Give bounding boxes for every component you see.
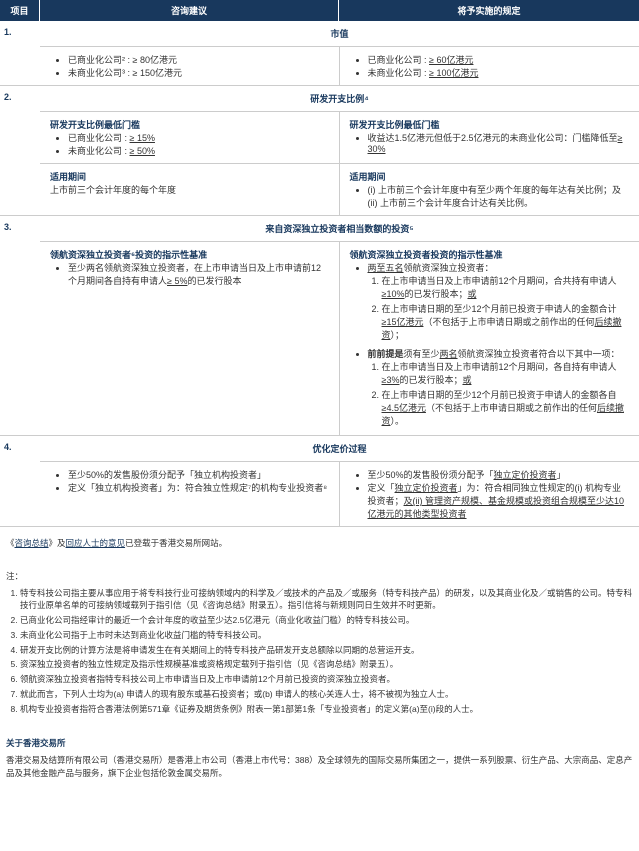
footnote: 就此而言，下列人士均为(a) 申请人的现有股东或基石投资者；或(b) 申请人的核… (20, 688, 633, 701)
list-item: 已商业化公司² : ≥ 80亿港元 (68, 53, 329, 66)
row1-left: 已商业化公司² : ≥ 80亿港元 未商业化公司³ : ≥ 150亿港元 (40, 47, 340, 85)
header-implement: 将予实施的规定 (339, 0, 639, 21)
list-item: 定义「独立机构投资者」为：符合独立性规定⁷的机构专业投资者⁸ (68, 481, 329, 494)
list-item: 已商业化公司 : ≥ 15% (68, 131, 329, 144)
footnote: 特专科技公司指主要从事应用于将专科技行业可接纳领域内的科学及／或技术的产品及／或… (20, 587, 633, 613)
list-item: 收益达1.5亿港元但低于2.5亿港元的未商业化公司：门槛降低至≥ 30% (368, 131, 630, 154)
row4-right: 至少50%的发售股份须分配予「独立定价投资者」 定义「独立定价投资者」为：符合相… (340, 462, 639, 526)
row2-p1-right: 研发开支比例最低门槛 收益达1.5亿港元但低于2.5亿港元的未商业化公司：门槛降… (340, 112, 639, 163)
row-1: 1. 市值 已商业化公司² : ≥ 80亿港元 未商业化公司³ : ≥ 150亿… (0, 21, 639, 86)
subheading: 适用期间 (50, 170, 329, 183)
list-item: 已商业化公司 : ≥ 60亿港元 (368, 53, 630, 66)
row-4: 4. 优化定价过程 至少50%的发售股份须分配予「独立机构投资者」 定义「独立机… (0, 436, 639, 527)
list-item: (i) 上市前三个会计年度中有至少两个年度的每年达有关比例；及 (ii) 上市前… (368, 183, 630, 209)
row-3: 3. 来自资深独立投资者相当数额的投资⁵ 领航资深独立投资者⁶投资的指示性基准 … (0, 216, 639, 436)
row3-left: 领航资深独立投资者⁶投资的指示性基准 至少两名领航资深独立投资者，在上市申请当日… (40, 242, 340, 435)
footnote: 已商业化公司指经审计的最近一个会计年度的收益至少达2.5亿港元（商业化收益门槛）… (20, 614, 633, 627)
row2-p2-left: 适用期间 上市前三个会计年度的每个年度 (40, 164, 340, 215)
list-item: 至少50%的发售股份须分配予「独立机构投资者」 (68, 468, 329, 481)
subheading: 研发开支比例最低门槛 (350, 118, 630, 131)
list-item: 两至五名领航资深独立投资者： 在上市申请当日及上市申请前12个月期间，合共持有申… (368, 261, 630, 341)
row4-left: 至少50%的发售股份须分配予「独立机构投资者」 定义「独立机构投资者」为：符合独… (40, 462, 340, 526)
header-consult: 咨询建议 (40, 0, 339, 21)
links-line: 《咨询总结》及回应人士的意见已登载于香港交易所网站。 (0, 527, 639, 560)
text: 上市前三个会计年度的每个年度 (50, 183, 329, 196)
list-item: 至少50%的发售股份须分配予「独立定价投资者」 (368, 468, 630, 481)
about-heading: 关于香港交易所 (6, 737, 633, 750)
list-item: 在上市申请当日及上市申请前12个月期间，各自持有申请人≥3%的已发行股本；或 (382, 360, 630, 386)
header-item: 项目 (0, 0, 40, 21)
footnote: 研发开支比例的计算方法是将申请发生在有关期间上的特专科技产品研发开支总额除以同期… (20, 644, 633, 657)
row-number: 2. (0, 86, 40, 215)
notes-heading: 注： (6, 570, 633, 583)
row-number: 4. (0, 436, 40, 526)
row2-p2-right: 适用期间 (i) 上市前三个会计年度中有至少两个年度的每年达有关比例；及 (ii… (340, 164, 639, 215)
about-text: 香港交易及结算所有限公司（香港交易所）是香港上市公司（香港上市代号：388）及全… (6, 754, 633, 780)
list-item: 未商业化公司³ : ≥ 150亿港元 (68, 66, 329, 79)
row-number: 3. (0, 216, 40, 435)
row2-title: 研发开支比例⁴ (40, 86, 639, 112)
list-item: 未商业化公司 : ≥ 100亿港元 (368, 66, 630, 79)
subheading: 领航资深独立投资者⁶投资的指示性基准 (50, 248, 329, 261)
subheading: 研发开支比例最低门槛 (50, 118, 329, 131)
list-item: 在上市申请当日及上市申请前12个月期间，合共持有申请人≥10%的已发行股本；或 (382, 274, 630, 300)
footnote: 资深独立投资者的独立性规定及指示性规模基准或资格规定载列于指引信（见《咨询总结》… (20, 658, 633, 671)
responses-link[interactable]: 回应人士的意见 (66, 538, 126, 548)
row3-right: 领航资深独立投资者投资的指示性基准 两至五名领航资深独立投资者： 在上市申请当日… (340, 242, 639, 435)
footnote: 未商业化公司指于上市时未达到商业化收益门槛的特专科技公司。 (20, 629, 633, 642)
consultation-link[interactable]: 咨询总结 (15, 538, 49, 548)
list-item: 在上市申请日期的至少12个月前已投资于申请人的金额各自≥4.5亿港元（不包括于上… (382, 388, 630, 427)
list-item: 在上市申请日期的至少12个月前已投资于申请人的金额合计≥15亿港元（不包括于上市… (382, 302, 630, 341)
list-item: 未商业化公司 : ≥ 50% (68, 144, 329, 157)
subheading: 适用期间 (350, 170, 630, 183)
footnote: 机构专业投资者指符合香港法例第571章《证券及期货条例》附表一第1部第1条「专业… (20, 703, 633, 716)
subheading: 领航资深独立投资者投资的指示性基准 (350, 248, 630, 261)
footnotes: 注： 特专科技公司指主要从事应用于将专科技行业可接纳领域内的科学及／或技术的产品… (0, 560, 639, 728)
list-item: 定义「独立定价投资者」为：符合相同独立性规定的(i) 机构专业投资者；及(ii)… (368, 481, 630, 520)
row-2: 2. 研发开支比例⁴ 研发开支比例最低门槛 已商业化公司 : ≥ 15% 未商业… (0, 86, 639, 216)
row3-title: 来自资深独立投资者相当数额的投资⁵ (40, 216, 639, 242)
row4-title: 优化定价过程 (40, 436, 639, 462)
row1-title: 市值 (40, 21, 639, 47)
row2-p1-left: 研发开支比例最低门槛 已商业化公司 : ≥ 15% 未商业化公司 : ≥ 50% (40, 112, 340, 163)
row1-right: 已商业化公司 : ≥ 60亿港元 未商业化公司 : ≥ 100亿港元 (340, 47, 639, 85)
list-item: 前前提是须有至少两名领航资深独立投资者符合以下其中一项： 在上市申请当日及上市申… (368, 347, 630, 427)
table-header: 项目 咨询建议 将予实施的规定 (0, 0, 639, 21)
row-number: 1. (0, 21, 40, 85)
about-section: 关于香港交易所 香港交易及结算所有限公司（香港交易所）是香港上市公司（香港上市代… (0, 727, 639, 789)
list-item: 至少两名领航资深独立投资者，在上市申请当日及上市申请前12个月期间各自持有申请人… (68, 261, 329, 287)
footnote: 领航资深独立投资者指特专科技公司上市申请当日及上市申请前12个月前已投资的资深独… (20, 673, 633, 686)
